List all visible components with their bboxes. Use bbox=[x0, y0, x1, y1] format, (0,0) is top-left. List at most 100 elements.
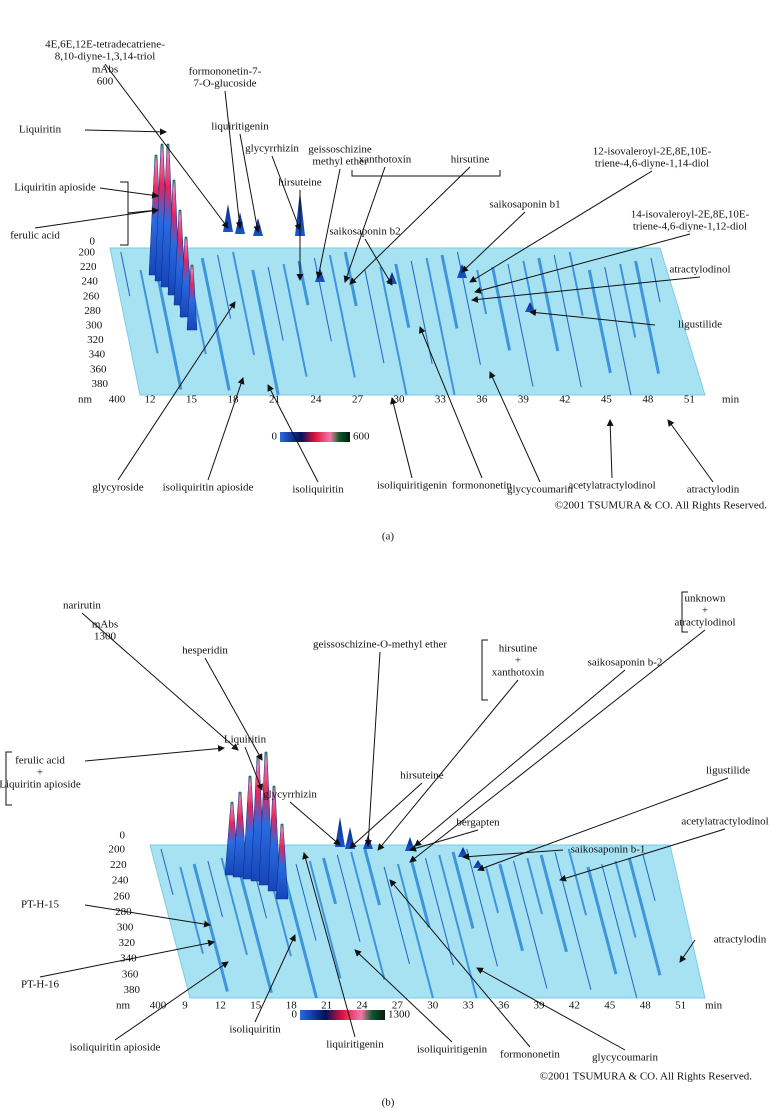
compound-label: formononetin bbox=[500, 1049, 560, 1061]
trace bbox=[154, 266, 183, 390]
wavelength-tick-label: 260 bbox=[114, 890, 131, 902]
colorbar-min: 0 bbox=[272, 431, 278, 443]
compound-label: formononetin bbox=[452, 480, 512, 492]
wavelength-tick-label: 240 bbox=[112, 875, 129, 887]
bracket bbox=[681, 591, 688, 633]
trace bbox=[185, 260, 207, 355]
time-tick-label: 24 bbox=[357, 1000, 369, 1012]
leader-line bbox=[476, 967, 626, 1051]
compound-label: + bbox=[515, 655, 521, 667]
trace bbox=[160, 848, 174, 896]
leader-line bbox=[414, 669, 626, 847]
compound-label: liquiritigenin bbox=[326, 1039, 384, 1051]
leader-line bbox=[364, 651, 381, 847]
compound-label: bergapten bbox=[456, 817, 500, 829]
peak bbox=[232, 791, 248, 878]
leader-line bbox=[469, 170, 653, 283]
time-tick-label: 33 bbox=[435, 394, 447, 406]
compound-label: atractylodin bbox=[687, 484, 740, 496]
time-tick-label: 48 bbox=[640, 1000, 652, 1012]
compound-label: Liquiritin apioside bbox=[0, 779, 81, 791]
trace bbox=[601, 863, 638, 999]
trace bbox=[207, 860, 224, 918]
trace bbox=[192, 863, 229, 992]
trace bbox=[280, 866, 318, 999]
trace bbox=[394, 263, 411, 328]
leader-line bbox=[667, 419, 714, 483]
time-tick-label: 18 bbox=[286, 1000, 298, 1012]
colorbar bbox=[280, 432, 350, 442]
leader-line bbox=[349, 166, 471, 285]
trace bbox=[485, 866, 500, 914]
compound-label: PT-H-15 bbox=[21, 899, 60, 911]
z-min-label: 0 bbox=[90, 236, 96, 248]
compound-label: acetylatractylodinol bbox=[568, 480, 655, 492]
panel-label: (a) bbox=[382, 531, 395, 543]
wavelength-end-label: 400 bbox=[150, 1000, 167, 1012]
compound-label: 12-isovaleroyl-2E,8E,10E- bbox=[593, 146, 712, 158]
leader-line bbox=[474, 233, 691, 294]
trace bbox=[363, 848, 381, 906]
wavelength-unit: nm bbox=[116, 1000, 131, 1012]
compound-label: Liquiritin apioside bbox=[14, 182, 96, 194]
peak bbox=[275, 823, 289, 900]
compound-label: hirsuteine bbox=[400, 770, 443, 782]
compound-label: hirsuteine bbox=[278, 177, 321, 189]
wavelength-tick-label: 200 bbox=[109, 844, 126, 856]
trace bbox=[614, 860, 637, 938]
trace bbox=[410, 860, 431, 928]
compound-label: saikosaponin b-1 bbox=[571, 844, 646, 856]
compound-label: glycyrrhizin bbox=[263, 789, 317, 801]
time-tick-label: 39 bbox=[518, 394, 530, 406]
compound-label: triene-4,6-diyne-1,14-diol bbox=[595, 158, 709, 170]
trace bbox=[232, 251, 256, 356]
leader-line bbox=[239, 133, 261, 233]
wavelength-tick-label: 300 bbox=[86, 320, 103, 332]
leader-line bbox=[377, 679, 519, 851]
compound-label: atractylodinol bbox=[674, 617, 735, 629]
trace bbox=[350, 851, 386, 980]
compound-label: methyl ether bbox=[312, 156, 368, 168]
leader-line bbox=[104, 63, 229, 229]
time-tick-label: 18 bbox=[227, 394, 239, 406]
compound-label: glycycoumarin bbox=[507, 484, 573, 496]
time-tick-label: 51 bbox=[675, 1000, 686, 1012]
wavelength-tick-label: 280 bbox=[115, 906, 132, 918]
panel-label: (b) bbox=[382, 1097, 395, 1109]
compound-label: glycyrrhizin bbox=[245, 143, 299, 155]
trace bbox=[396, 863, 434, 999]
compound-label: saikosaponin b-2 bbox=[588, 657, 663, 669]
compound-label: + bbox=[702, 605, 708, 617]
wavelength-tick-label: 360 bbox=[122, 968, 139, 980]
bracket bbox=[5, 751, 12, 806]
wavelength-tick-label: 260 bbox=[83, 290, 100, 302]
time-unit: min bbox=[722, 394, 740, 406]
compound-label: isoliquiritin bbox=[292, 484, 344, 496]
leader-line bbox=[254, 934, 296, 1023]
colorbar-max: 1300 bbox=[388, 1009, 411, 1021]
compound-label: saikosaponin b2 bbox=[329, 226, 400, 238]
leader-line bbox=[354, 949, 453, 1043]
time-tick-label: 30 bbox=[427, 1000, 439, 1012]
leader-line bbox=[39, 939, 215, 978]
trace bbox=[586, 866, 618, 975]
trace bbox=[491, 266, 512, 351]
wavelength-tick-label: 280 bbox=[84, 305, 101, 317]
compound-label: Liquiritin bbox=[19, 124, 62, 136]
trace bbox=[233, 854, 273, 994]
compound-label: formononetin-7- bbox=[189, 66, 262, 78]
compound-label: glycycoumarin bbox=[592, 1052, 658, 1064]
compound-label: hirsutine bbox=[451, 154, 490, 166]
leader-line bbox=[267, 384, 319, 483]
trace bbox=[627, 857, 662, 976]
leader-line bbox=[84, 904, 211, 928]
trace bbox=[322, 857, 337, 905]
compound-label: hesperidin bbox=[182, 645, 228, 657]
trace bbox=[267, 266, 284, 341]
trace bbox=[308, 860, 342, 979]
z-axis-label: mAbs bbox=[92, 64, 118, 76]
copyright: ©2001 TSUMURA & CO. All Rights Reserved. bbox=[540, 1071, 753, 1083]
leader-line bbox=[462, 849, 564, 861]
leader-line bbox=[349, 782, 423, 849]
